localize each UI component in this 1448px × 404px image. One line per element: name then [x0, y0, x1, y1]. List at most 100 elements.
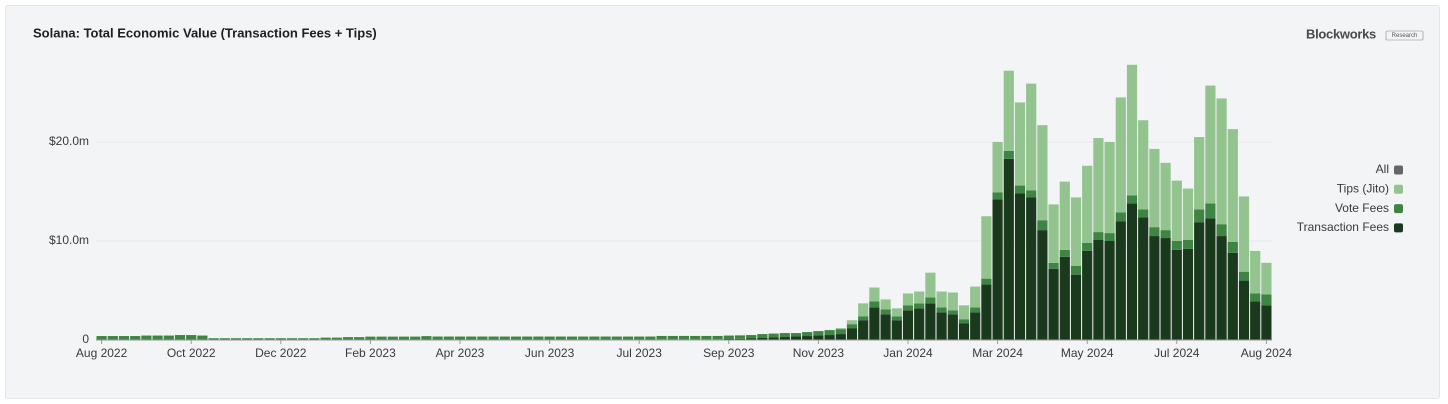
- bar-segment: [1070, 265, 1082, 275]
- bar-segment: [544, 336, 555, 340]
- bar-segment: [1070, 197, 1082, 266]
- bar-segment: [1227, 252, 1238, 340]
- bar-segment: [958, 319, 970, 324]
- x-tick-label: Apr 2023: [436, 346, 485, 360]
- bar-segment: [902, 293, 914, 306]
- bar-segment: [790, 333, 802, 337]
- bar-segment: [634, 336, 645, 340]
- x-tick-label: Mar 2024: [972, 346, 1023, 360]
- x-tick-label: Nov 2023: [793, 346, 845, 360]
- bar-segment: [869, 301, 880, 308]
- legend-swatch[interactable]: [1394, 223, 1403, 233]
- bar-segment: [746, 338, 757, 340]
- bar-segment: [947, 314, 958, 340]
- bar-segment: [1205, 203, 1216, 219]
- bar-segment: [432, 336, 443, 340]
- bar-segment: [1182, 240, 1194, 249]
- bar-segment: [1115, 221, 1126, 340]
- bar-segment: [958, 305, 970, 320]
- bar-segment: [1070, 274, 1082, 340]
- legend-swatch[interactable]: [1394, 165, 1403, 175]
- bar-segment: [1227, 129, 1238, 242]
- bar-segment: [645, 336, 656, 340]
- bar-segment: [365, 336, 376, 340]
- bar-segment: [925, 303, 936, 340]
- bar-segment: [1104, 233, 1115, 241]
- bar-segment: [1126, 203, 1138, 340]
- bar-segment: [1149, 148, 1160, 228]
- bar-segment: [219, 338, 230, 340]
- bar-segment: [902, 305, 914, 311]
- bar-segment: [846, 328, 858, 340]
- bar-segment: [1261, 305, 1272, 340]
- bar-segment: [253, 338, 264, 340]
- bar-segment: [488, 336, 499, 340]
- bar-segment: [757, 338, 768, 340]
- bar-segment: [1216, 236, 1227, 340]
- bar-segment: [611, 336, 622, 340]
- bar-segment: [835, 329, 846, 335]
- bar-segment: [141, 335, 152, 340]
- bar-segment: [331, 337, 342, 340]
- bar-segment: [1160, 162, 1171, 231]
- bar-segment: [936, 291, 947, 308]
- bar-segment: [622, 336, 634, 340]
- brand-tag: Research: [1392, 33, 1418, 39]
- bar-segment: [1093, 240, 1104, 340]
- bar-segment: [757, 334, 768, 339]
- bar-segment: [846, 320, 858, 325]
- bar-segment: [1048, 262, 1059, 269]
- bar-segment: [454, 336, 466, 340]
- y-tick-label: $20.0m: [49, 134, 89, 148]
- bar-segment: [947, 310, 958, 315]
- bar-segment: [387, 336, 398, 340]
- bar-segment: [835, 334, 846, 340]
- bar-segment: [914, 303, 925, 309]
- bar-segment: [992, 199, 1003, 340]
- bar-segment: [1014, 185, 1026, 194]
- bar-segment: [152, 335, 163, 340]
- bar-segment: [342, 337, 354, 340]
- bar-segment: [398, 336, 410, 340]
- bar-segment: [1059, 256, 1070, 340]
- bar-segment: [1149, 227, 1160, 237]
- bar-segment: [1138, 209, 1149, 218]
- bar-segment: [1048, 204, 1059, 263]
- bar-segment: [1250, 250, 1261, 294]
- bar-segment: [723, 335, 734, 340]
- legend-swatch[interactable]: [1394, 184, 1403, 194]
- legend-label: Tips (Jito): [1337, 181, 1389, 195]
- bar-segment: [846, 324, 858, 329]
- bar-segment: [1014, 102, 1026, 186]
- bar-segment: [510, 336, 522, 340]
- x-tick-label: Aug 2022: [76, 346, 128, 360]
- chart-title: Solana: Total Economic Value (Transactio…: [33, 25, 377, 40]
- bar-segment: [712, 335, 723, 340]
- bar-segment: [1194, 222, 1205, 340]
- bar-segment: [1115, 97, 1126, 213]
- bar-segment: [914, 291, 925, 304]
- bar-segment: [1227, 241, 1238, 253]
- bar-segment: [1037, 230, 1048, 340]
- bar-segment: [1115, 212, 1126, 222]
- bar-segment: [208, 338, 219, 340]
- bar-segment: [1171, 180, 1182, 241]
- bar-segment: [1082, 250, 1093, 340]
- bar-segment: [1126, 64, 1138, 196]
- bar-segment: [947, 292, 958, 311]
- bar-segment: [970, 312, 981, 340]
- bar-segment: [522, 336, 533, 340]
- bar-segment: [1093, 232, 1104, 241]
- bar-segment: [936, 307, 947, 313]
- bar-segment: [1250, 293, 1261, 302]
- bar-segment: [1003, 158, 1014, 340]
- bar-segment: [298, 338, 309, 340]
- bar-segment: [1182, 248, 1194, 340]
- legend-swatch[interactable]: [1394, 204, 1403, 214]
- bar-segment: [992, 192, 1003, 200]
- x-tick-label: Jul 2023: [617, 346, 663, 360]
- bar-segment: [768, 333, 779, 338]
- bar-segment: [376, 336, 387, 340]
- bar-segment: [555, 336, 566, 340]
